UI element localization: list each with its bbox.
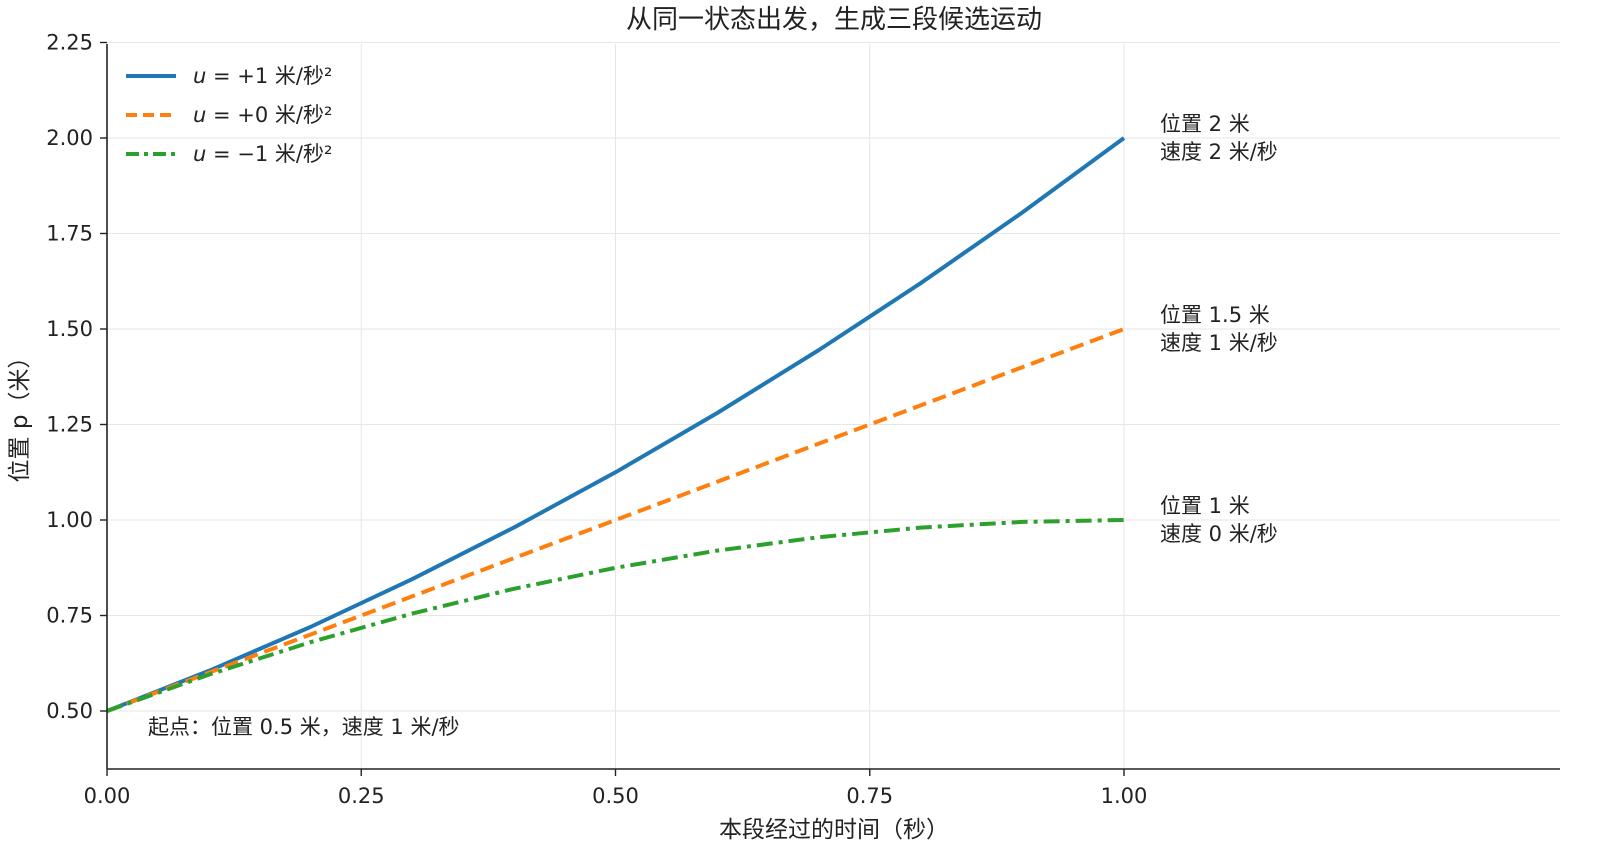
start-annotation: 起点：位置 0.5 米，速度 1 米/秒 xyxy=(148,715,460,739)
series-line-2 xyxy=(106,327,1125,713)
x-tick-label: 1.00 xyxy=(1101,784,1148,808)
end-annotation-speed: 速度 0 米/秒 xyxy=(1160,522,1278,546)
legend-text: = +0 米/秒² xyxy=(206,103,332,127)
y-tick-label: 1.25 xyxy=(46,413,93,437)
series-line-3 xyxy=(106,518,1125,713)
y-tick-label: 2.00 xyxy=(46,126,93,150)
end-annotation-speed: 速度 1 米/秒 xyxy=(1160,331,1278,355)
legend-text: = +1 米/秒² xyxy=(206,64,332,88)
x-tick-label: 0.25 xyxy=(338,784,385,808)
x-tick-label: 0.75 xyxy=(846,784,893,808)
grid-lines xyxy=(106,42,1560,769)
legend-text: = −1 米/秒² xyxy=(206,142,332,166)
annotations: 位置 2 米速度 2 米/秒位置 1.5 米速度 1 米/秒位置 1 米速度 0… xyxy=(148,112,1278,739)
end-annotation-position: 位置 1 米 xyxy=(1160,494,1250,518)
legend-symbol: u xyxy=(193,64,206,88)
legend: u = +1 米/秒²u = +0 米/秒²u = −1 米/秒² xyxy=(126,64,332,166)
series-line-1 xyxy=(106,136,1126,713)
end-annotation-position: 位置 1.5 米 xyxy=(1160,303,1270,327)
y-tick-label: 2.25 xyxy=(46,31,93,55)
legend-symbol: u xyxy=(193,103,206,127)
legend-label-2: u = +0 米/秒² xyxy=(193,103,332,127)
y-tick-label: 0.75 xyxy=(46,604,93,628)
legend-label-3: u = −1 米/秒² xyxy=(193,142,332,166)
y-tick-label: 1.75 xyxy=(46,222,93,246)
x-tick-label: 0.00 xyxy=(84,784,131,808)
end-annotation-position: 位置 2 米 xyxy=(1160,112,1250,136)
end-annotation-speed: 速度 2 米/秒 xyxy=(1160,140,1278,164)
y-tick-label: 1.00 xyxy=(46,508,93,532)
legend-label-1: u = +1 米/秒² xyxy=(193,64,332,88)
plot-series xyxy=(106,136,1126,713)
chart-title: 从同一状态出发，生成三段候选运动 xyxy=(626,5,1042,35)
x-tick-label: 0.50 xyxy=(592,784,639,808)
axes: 0.00 0.25 0.50 0.75 1.00 0.50 0.75 1.00 1.25 1.50… xyxy=(46,31,1560,808)
x-axis-title: 本段经过的时间（秒） xyxy=(719,817,949,843)
y-tick-label: 1.50 xyxy=(46,317,93,341)
y-tick-label: 0.50 xyxy=(46,699,93,723)
legend-symbol: u xyxy=(193,142,206,166)
y-axis-title: 位置 p（米） xyxy=(7,346,33,483)
